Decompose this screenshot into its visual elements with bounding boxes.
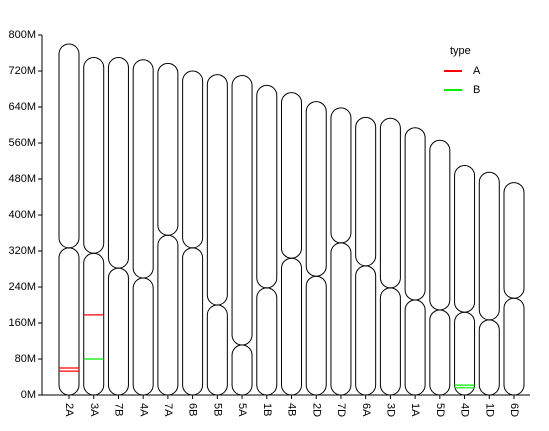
x-tick-label: 1A: [409, 403, 421, 417]
lower-arm: [83, 252, 105, 396]
x-tick-label: 2A: [63, 403, 75, 417]
upper-arm: [281, 92, 302, 259]
x-tick-label: 1D: [483, 403, 495, 417]
y-tick-label: 480M: [8, 173, 36, 185]
y-tick-label: 240M: [8, 281, 36, 293]
lower-arm: [379, 287, 401, 396]
upper-arm: [107, 57, 129, 269]
upper-arm: [330, 107, 352, 244]
lower-arm: [429, 309, 451, 396]
upper-arm: [58, 43, 80, 249]
lower-arm: [281, 257, 302, 396]
x-tick-label: 4B: [286, 403, 298, 416]
upper-arm: [157, 62, 179, 236]
y-tick-label: 800M: [8, 29, 36, 41]
y-tick-label: 320M: [8, 245, 36, 257]
y-tick-label: 400M: [8, 209, 36, 221]
lower-arm: [305, 275, 327, 396]
y-tick-label: 80M: [15, 353, 36, 365]
y-tick-label: 640M: [8, 101, 36, 113]
upper-arm: [355, 116, 377, 267]
upper-arm: [404, 127, 426, 301]
lower-arm: [107, 267, 129, 396]
x-tick-label: 6B: [187, 403, 199, 416]
x-tick-label: 1B: [261, 403, 273, 416]
x-tick-label: 7A: [162, 403, 174, 417]
lower-arm: [503, 297, 525, 396]
y-tick-label: 0M: [21, 389, 36, 401]
lower-arm: [478, 319, 500, 396]
lower-arm: [454, 311, 476, 396]
upper-arm: [256, 84, 278, 289]
x-tick-label: 7B: [113, 403, 125, 416]
legend-label: A: [473, 65, 481, 77]
upper-arm: [231, 75, 253, 346]
y-tick-label: 720M: [8, 65, 36, 77]
upper-arm: [206, 74, 228, 306]
lower-arm: [157, 234, 179, 396]
upper-arm: [503, 182, 525, 299]
legend-label: B: [473, 84, 480, 96]
x-tick-label: 5A: [236, 403, 248, 417]
x-tick-label: 4D: [459, 403, 471, 417]
x-tick-label: 6D: [508, 403, 520, 417]
lower-arm: [58, 247, 80, 396]
upper-arm: [478, 171, 500, 321]
x-tick-label: 3D: [384, 403, 396, 417]
upper-arm: [182, 70, 204, 249]
upper-arm: [305, 101, 327, 277]
x-tick-label: 3A: [88, 403, 100, 417]
x-tick-label: 2D: [310, 403, 322, 417]
lower-arm: [355, 265, 377, 396]
y-tick-label: 160M: [8, 317, 36, 329]
x-tick-label: 7D: [335, 403, 347, 417]
lower-arm: [330, 242, 352, 396]
lower-arm: [132, 277, 154, 396]
x-tick-label: 4A: [137, 403, 149, 417]
lower-arm: [182, 247, 204, 396]
lower-arm: [404, 299, 426, 396]
lower-arm: [256, 287, 278, 396]
x-tick-label: 6A: [360, 403, 372, 417]
upper-arm: [429, 139, 451, 311]
upper-arm: [83, 57, 105, 254]
x-tick-label: 5D: [434, 403, 446, 417]
x-tick-label: 5B: [211, 403, 223, 416]
legend-title: type: [450, 45, 471, 57]
lower-arm: [231, 344, 253, 396]
upper-arm: [132, 59, 154, 279]
y-tick-label: 560M: [8, 137, 36, 149]
upper-arm: [379, 117, 401, 289]
lower-arm: [206, 304, 228, 396]
upper-arm: [454, 165, 476, 313]
